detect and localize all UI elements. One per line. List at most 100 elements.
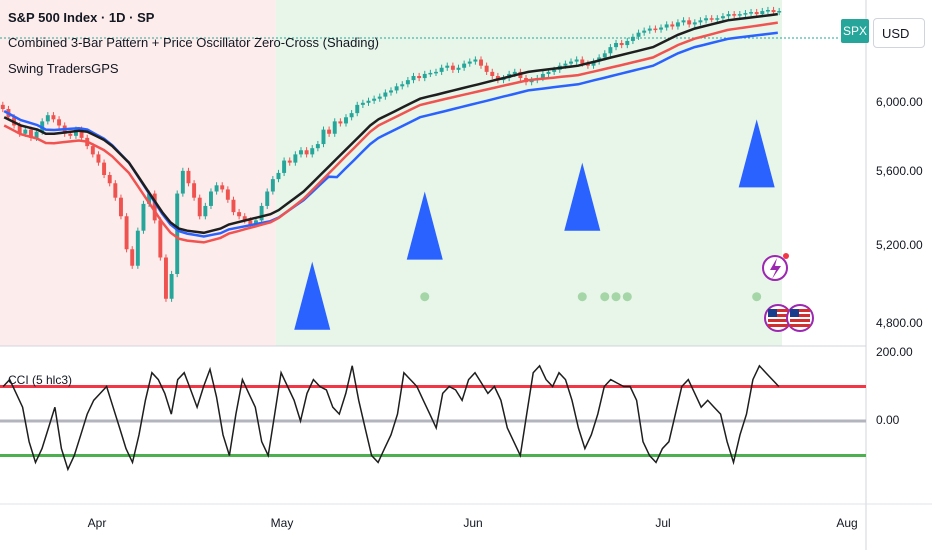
candle-body: [73, 129, 78, 136]
candle-body: [765, 10, 770, 12]
candle-body: [124, 216, 129, 250]
candle-body: [445, 65, 450, 68]
bolt-icon[interactable]: [762, 253, 789, 281]
candle-body: [512, 71, 517, 74]
cci-label[interactable]: CCI (5 hlc3): [8, 373, 73, 387]
candle-body: [220, 185, 225, 190]
candle-body: [602, 53, 607, 58]
candle-body: [394, 86, 399, 91]
candle-body: [625, 40, 630, 46]
candle-body: [400, 84, 405, 87]
candle-body: [574, 59, 579, 62]
candle-body: [760, 11, 765, 15]
buy-triangles: [294, 119, 775, 330]
signal-dot: [611, 292, 621, 302]
signal-dots: [420, 292, 762, 302]
candle-body: [529, 80, 534, 83]
bearish-shading: [0, 0, 276, 346]
candle-body: [428, 72, 433, 75]
candle-body: [344, 117, 348, 124]
candle-body: [591, 61, 596, 66]
candle-body: [664, 24, 669, 28]
candle-body: [299, 150, 303, 155]
buy-triangle: [564, 162, 601, 231]
candle-body: [197, 197, 202, 217]
candle-body: [546, 71, 551, 74]
candle-body: [355, 104, 360, 114]
cci-tick: 0.00: [876, 413, 900, 427]
candle-body: [180, 170, 185, 194]
us-flag-icon[interactable]: [764, 304, 792, 332]
moving-averages: [3, 12, 778, 244]
candle-body: [231, 199, 236, 213]
candle-body: [540, 73, 545, 79]
candle-body: [79, 129, 84, 138]
candle-body: [17, 125, 22, 134]
candle-body: [417, 76, 422, 79]
candle-body: [456, 67, 461, 70]
candle-body: [749, 12, 754, 14]
candle-body: [242, 216, 247, 221]
us-flag-icon-2[interactable]: [786, 304, 814, 332]
candle-body: [771, 10, 776, 13]
candle-body: [479, 59, 483, 66]
currency-button[interactable]: USD: [873, 18, 925, 48]
candle-body: [360, 102, 365, 105]
candle-body: [569, 61, 573, 64]
candle-body: [57, 119, 62, 126]
indicator-1-label[interactable]: Combined 3-Bar Pattern + Price Oscillato…: [8, 35, 380, 50]
candle-body: [372, 98, 377, 101]
candle-body: [495, 76, 500, 81]
candle-body: [552, 69, 557, 72]
candle-body: [687, 20, 692, 25]
candle-body: [265, 191, 270, 206]
price-tick: 6,000.00: [876, 95, 923, 109]
candle-body: [383, 92, 388, 97]
candle-body: [321, 129, 326, 145]
candle-body: [585, 63, 590, 66]
buy-triangle: [406, 191, 443, 260]
candle-body: [254, 220, 258, 225]
candle-body: [118, 197, 123, 217]
candle-body: [141, 203, 146, 231]
candle-body: [304, 150, 309, 155]
candle-body: [310, 148, 315, 155]
ma-fast-line: [3, 12, 778, 235]
candle-body: [467, 61, 472, 64]
time-label-may: May: [270, 516, 294, 530]
candle-body: [670, 24, 675, 27]
candle-body: [450, 65, 455, 70]
symbol-title[interactable]: S&P 500 Index · 1D · SP: [8, 10, 155, 25]
candle-body: [737, 14, 742, 16]
candle-body: [709, 18, 714, 20]
candle-body: [102, 162, 107, 175]
candle-body: [647, 28, 652, 31]
time-label-jun: Jun: [463, 516, 483, 530]
candle-body: [754, 12, 759, 15]
candle-body: [214, 185, 219, 192]
candle-body: [473, 59, 478, 62]
candle-body: [225, 189, 230, 200]
candle-body: [490, 71, 495, 76]
candle-body: [614, 43, 619, 48]
candle-body: [630, 36, 635, 41]
symbol-badge: SPX: [841, 19, 869, 43]
candle-body: [715, 18, 720, 20]
time-label-aug: Aug: [836, 516, 858, 530]
signal-dot: [600, 292, 610, 302]
price-tick: 4,800.00: [876, 316, 923, 330]
buy-triangle: [294, 261, 331, 330]
candle-body: [287, 160, 292, 163]
signal-dot: [420, 292, 430, 302]
candle-body: [147, 193, 152, 204]
candle-body: [23, 129, 28, 134]
candle-body: [152, 193, 157, 221]
candle-body: [186, 170, 191, 184]
candle-body: [158, 220, 163, 258]
candle-body: [270, 179, 275, 192]
candle-body: [563, 63, 568, 66]
indicator-2-label[interactable]: Swing TradersGPS: [8, 61, 119, 76]
candle-body: [332, 121, 337, 134]
